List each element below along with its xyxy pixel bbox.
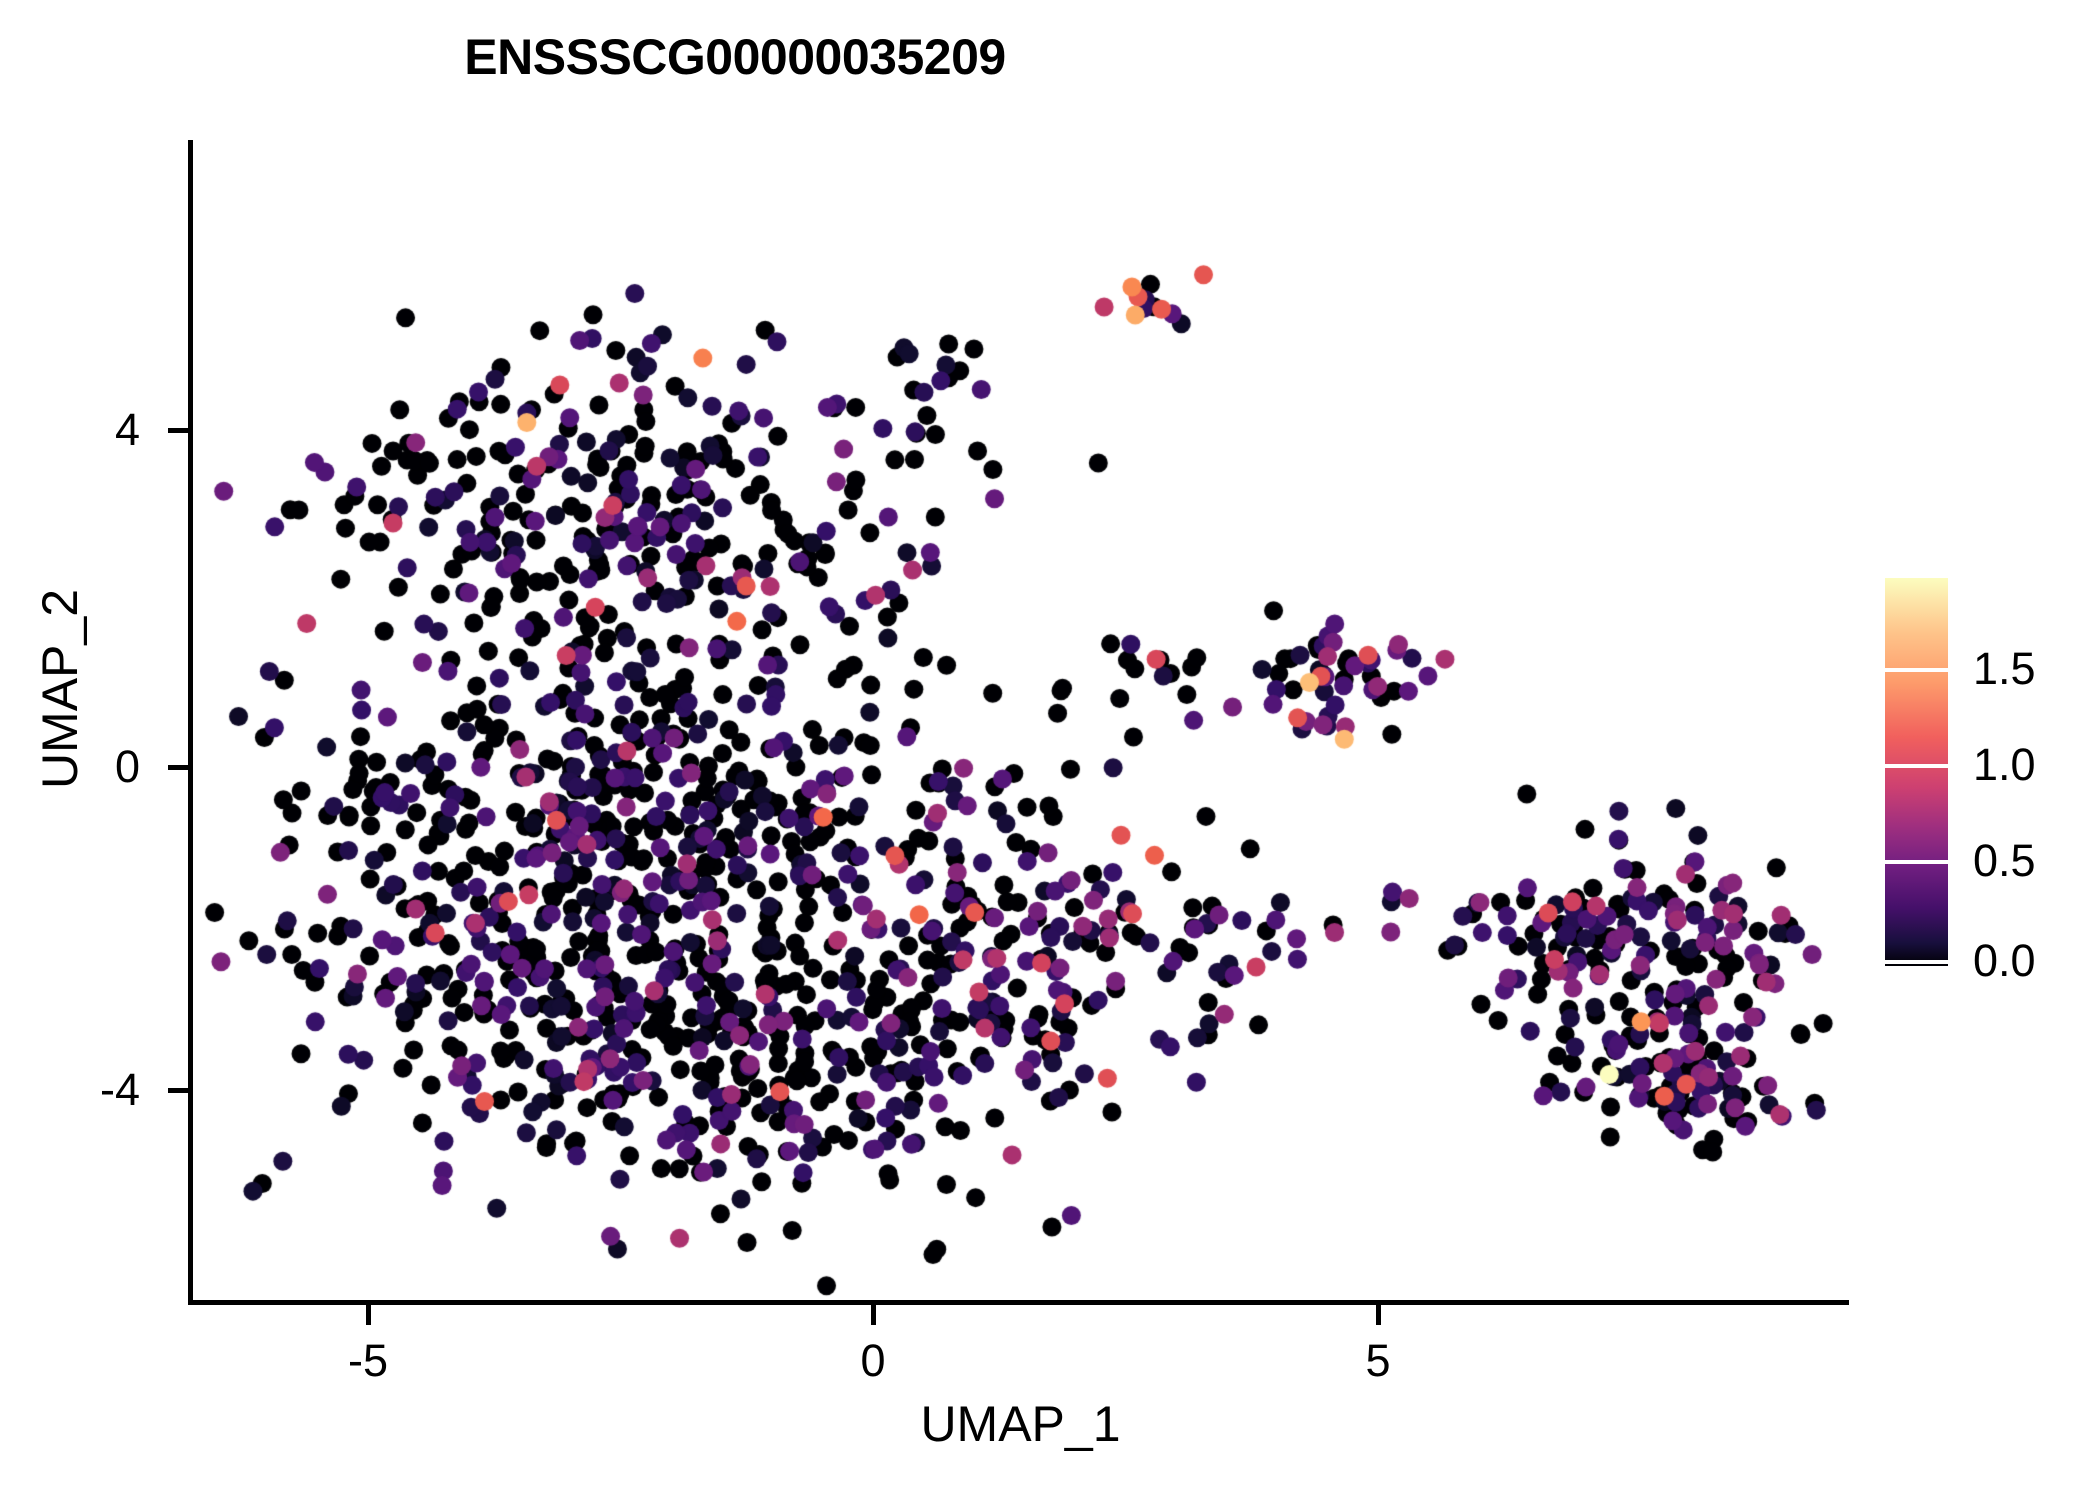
x-tick-mark-0 bbox=[871, 1303, 876, 1325]
y-tick-mark-0 bbox=[168, 765, 190, 770]
x-axis-title: UMAP_1 bbox=[920, 1396, 1121, 1452]
y-axis-title: UMAP_2 bbox=[32, 588, 88, 790]
color-legend: 1.5 1.0 0.5 0.0 bbox=[1885, 578, 2100, 983]
y-tick-mark-minus4 bbox=[168, 1088, 190, 1093]
x-axis-line bbox=[188, 1300, 1849, 1305]
colorbar-label-0-0: 0.0 bbox=[1973, 935, 2036, 986]
y-tick-label-minus4: -4 bbox=[99, 1064, 140, 1115]
colorbar-tick-0-5 bbox=[1885, 860, 1948, 864]
page-title: ENSSSCG00000035209 bbox=[464, 29, 1006, 85]
x-tick-mark-5 bbox=[1376, 1303, 1381, 1325]
colorbar-label-1-0: 1.0 bbox=[1973, 739, 2036, 790]
y-tick-mark-4 bbox=[168, 428, 190, 433]
x-tick-mark-minus5 bbox=[366, 1303, 371, 1325]
y-axis-line bbox=[188, 140, 193, 1305]
y-tick-label-4: 4 bbox=[114, 404, 140, 455]
x-tick-label-5: 5 bbox=[1365, 1335, 1391, 1386]
x-tick-label-minus5: -5 bbox=[347, 1335, 388, 1386]
colorbar-label-0-5: 0.5 bbox=[1973, 835, 2036, 886]
colorbar-label-1-5: 1.5 bbox=[1973, 643, 2036, 694]
x-tick-label-0: 0 bbox=[860, 1335, 886, 1386]
colorbar-tick-1-5 bbox=[1885, 668, 1948, 672]
colorbar-gradient bbox=[1885, 578, 1948, 966]
umap-scatter-canvas bbox=[193, 140, 1848, 1302]
colorbar-tick-1-0 bbox=[1885, 764, 1948, 768]
y-tick-label-0: 0 bbox=[114, 741, 140, 792]
colorbar-tick-0-0 bbox=[1885, 960, 1948, 964]
scatter-plot-panel bbox=[193, 140, 1848, 1302]
